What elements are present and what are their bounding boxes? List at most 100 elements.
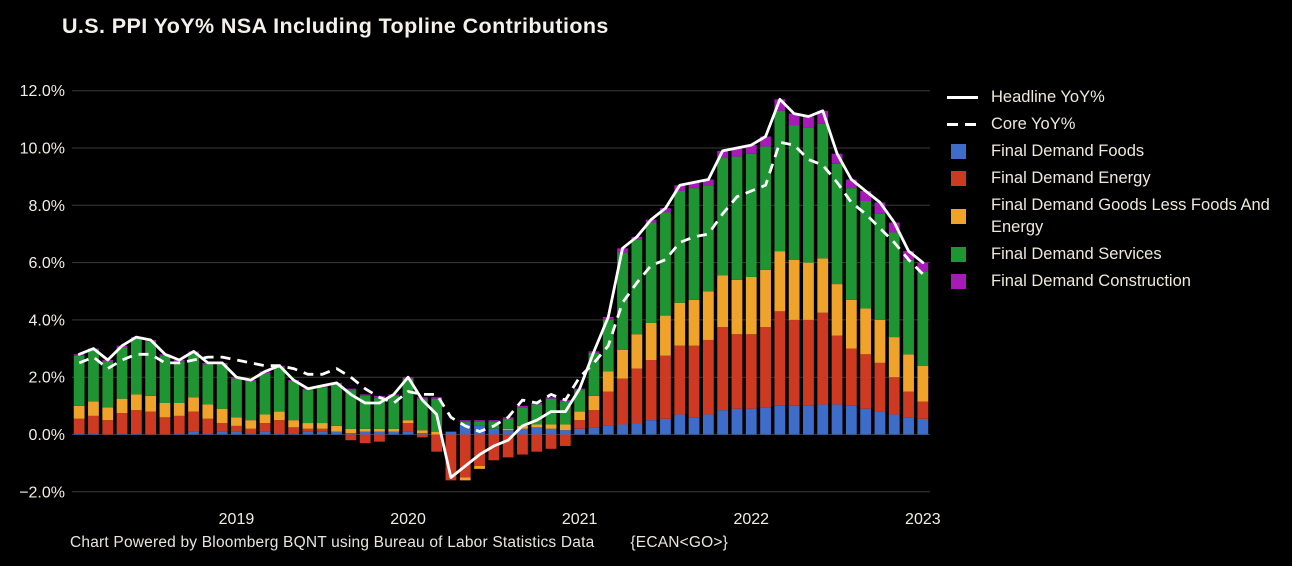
bar-segment-services — [502, 418, 514, 429]
legend-label: Final Demand Services — [991, 245, 1162, 263]
bar-segment-foods — [688, 417, 700, 435]
bar-segment-goods — [130, 394, 142, 411]
core-dashed-line-swatch-icon — [947, 122, 978, 126]
bar-segment-foods — [445, 431, 457, 435]
bar-segment-foods — [316, 431, 328, 435]
bar-segment-services — [474, 421, 485, 426]
chart-title: U.S. PPI YoY% NSA Including Topline Cont… — [62, 14, 609, 38]
x-tick-label: 2019 — [219, 511, 255, 528]
bar-segment-energy — [374, 434, 385, 442]
bar-segment-foods — [202, 433, 214, 435]
bar-segment-goods — [359, 428, 371, 432]
bar-segment-goods — [188, 397, 199, 412]
y-tick-label: 4.0% — [29, 312, 65, 329]
bar-segment-energy — [788, 319, 800, 406]
bar-segment-foods — [574, 428, 586, 435]
bar-segment-energy — [159, 417, 171, 435]
bar-segment-services — [531, 404, 543, 425]
bar-segment-goods — [431, 431, 443, 435]
legend-label: Final Demand Construction — [991, 272, 1191, 290]
bar-segment-services — [88, 349, 99, 402]
bar-segment-foods — [788, 405, 800, 435]
bar-segment-services — [674, 190, 686, 303]
bar-segment-foods — [245, 433, 257, 435]
bar-segment-foods — [231, 431, 242, 435]
bar-segment-energy — [88, 415, 99, 434]
bar-segment-foods — [917, 418, 929, 435]
bar-segment-services — [688, 188, 700, 300]
bar-segment-foods — [817, 404, 829, 435]
bar-segment-goods — [459, 477, 471, 481]
chart-attribution: Chart Powered by Bloomberg BQNT using Bu… — [70, 534, 728, 552]
bar-segment-energy — [588, 410, 600, 428]
bar-segment-services — [316, 387, 328, 424]
bar-segment-construction — [660, 208, 671, 213]
bar-segment-goods — [845, 299, 857, 349]
bar-segment-foods — [216, 431, 228, 435]
bar-segment-construction — [817, 110, 829, 124]
bar-segment-foods — [73, 433, 85, 435]
bar-segment-energy — [188, 411, 199, 432]
bar-segment-goods — [760, 269, 771, 328]
bar-segment-energy — [302, 428, 314, 432]
bar-segment-goods — [660, 315, 671, 356]
bar-segment-energy — [517, 434, 528, 455]
bar-segment-services — [917, 271, 929, 366]
bar-segment-construction — [674, 185, 686, 191]
bar-segment-construction — [888, 222, 900, 233]
goods-color-swatch-icon — [951, 208, 966, 224]
bar-segment-energy — [531, 434, 543, 452]
bar-segment-goods — [631, 334, 643, 369]
bar-segment-services — [831, 163, 843, 285]
bar-segment-foods — [903, 417, 914, 435]
bar-segment-foods — [559, 430, 571, 435]
legend-item-headline: Headline YoY% — [947, 86, 1287, 108]
bar-segment-goods — [502, 428, 514, 431]
bar-segment-goods — [903, 354, 914, 392]
bar-segment-services — [631, 239, 643, 335]
x-tick-label: 2022 — [733, 511, 769, 528]
bar-segment-services — [402, 378, 414, 421]
bar-segment-foods — [717, 410, 729, 435]
bar-segment-foods — [374, 431, 385, 435]
bar-segment-foods — [774, 405, 786, 435]
bar-segment-energy — [459, 434, 471, 478]
bar-segment-goods — [645, 322, 657, 361]
bar-segment-goods — [674, 302, 686, 346]
bar-segment-goods — [159, 402, 171, 418]
bar-segment-energy — [574, 420, 586, 429]
bar-segment-goods — [474, 466, 485, 469]
bar-segment-foods — [302, 431, 314, 435]
bar-segment-foods — [345, 433, 357, 435]
bar-segment-foods — [760, 407, 771, 435]
bar-segment-energy — [817, 312, 829, 405]
bar-segment-energy — [416, 434, 428, 438]
bar-segment-foods — [803, 405, 814, 435]
legend-item-energy: Final Demand Energy — [947, 167, 1287, 189]
bar-segment-energy — [660, 355, 671, 419]
legend-label: Final Demand Goods Less Foods And Energy — [991, 196, 1270, 236]
bar-segment-services — [374, 397, 385, 429]
bar-segment-foods — [531, 427, 543, 435]
bar-segment-construction — [917, 262, 929, 272]
bar-segment-goods — [273, 411, 285, 421]
bar-segment-energy — [345, 434, 357, 441]
bar-segment-goods — [588, 395, 600, 411]
bar-segment-services — [288, 381, 300, 421]
bar-segment-services — [660, 212, 671, 316]
bar-segment-foods — [831, 404, 843, 435]
bar-segment-construction — [359, 394, 371, 396]
bar-segment-goods — [617, 349, 628, 379]
bar-segment-energy — [102, 420, 114, 435]
y-tick-label: 6.0% — [29, 255, 65, 272]
bar-segment-energy — [245, 428, 257, 434]
bar-segment-foods — [660, 418, 671, 435]
bar-segment-energy — [688, 345, 700, 418]
bar-segment-services — [231, 378, 242, 418]
bar-segment-services — [459, 421, 471, 424]
bar-segment-services — [259, 372, 271, 415]
bar-segment-energy — [717, 327, 729, 411]
bar-segment-construction — [745, 145, 757, 154]
bar-segment-goods — [388, 428, 400, 432]
bar-segment-foods — [388, 431, 400, 435]
